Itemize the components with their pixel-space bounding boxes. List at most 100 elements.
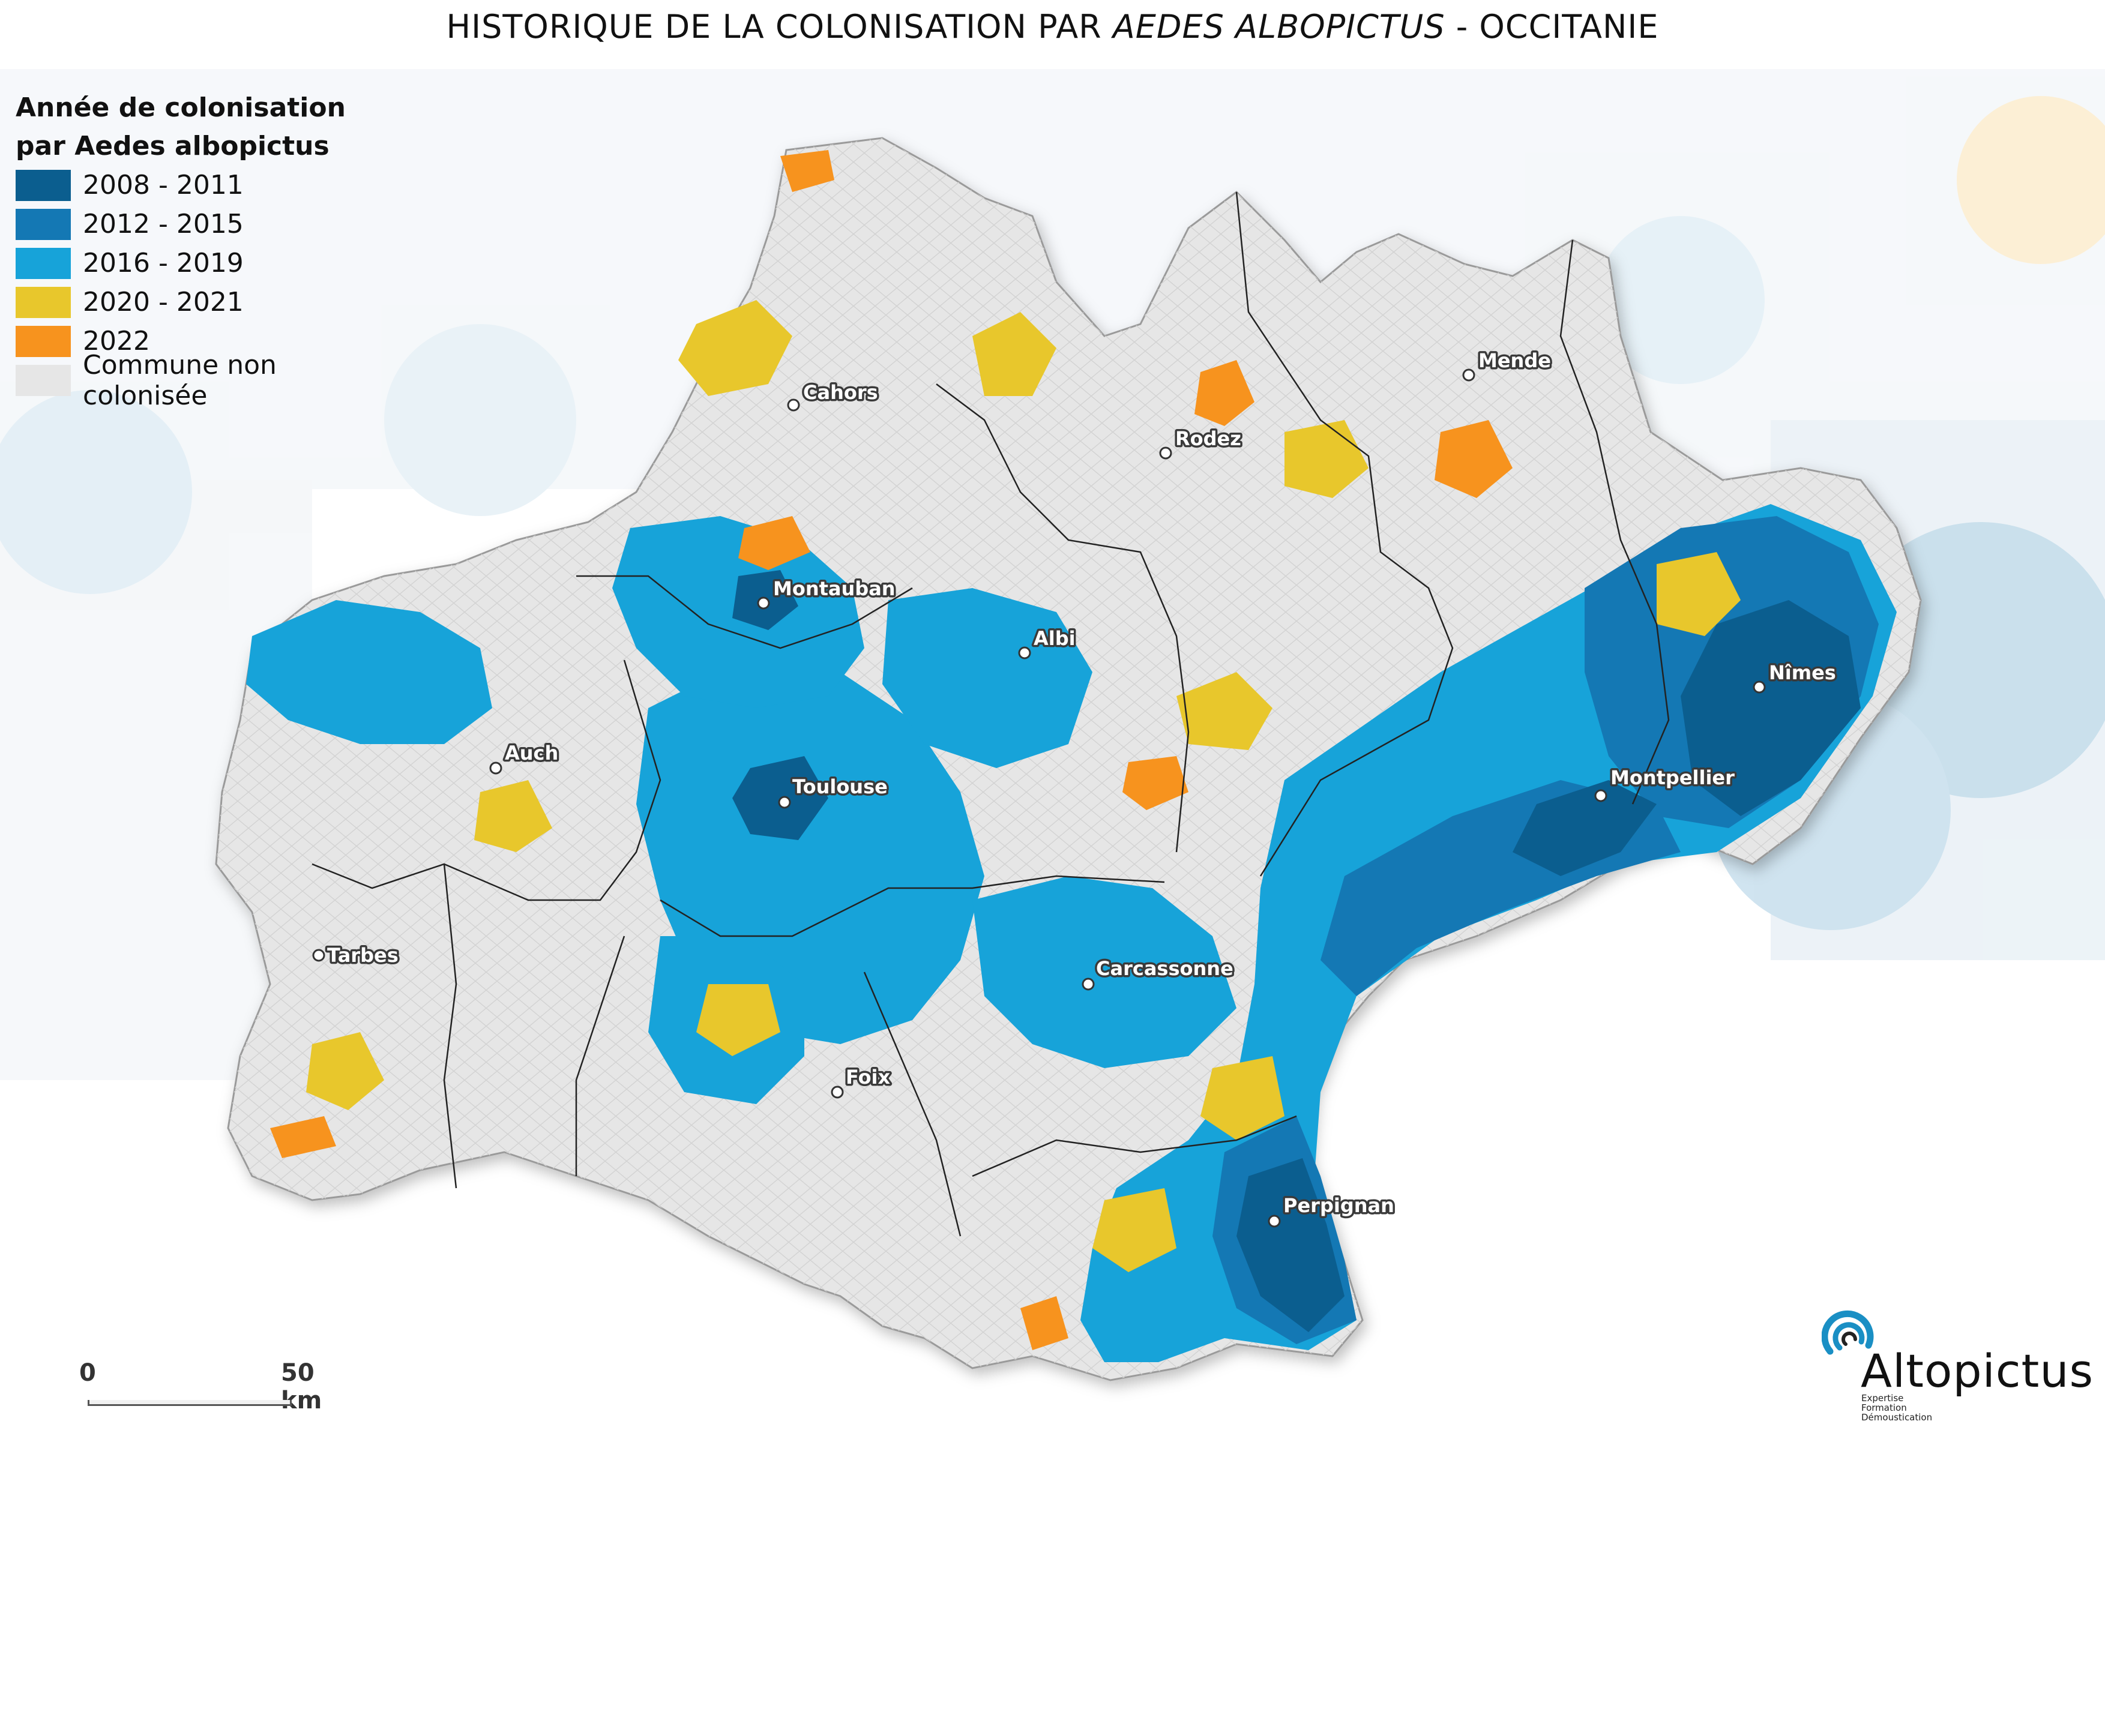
zone-2022 — [738, 516, 810, 570]
city-dot — [489, 761, 502, 775]
department-border — [576, 575, 913, 649]
city-label: Cahors — [803, 381, 878, 404]
legend-swatch — [16, 325, 71, 357]
legend-label: Commune non colonisée — [83, 349, 277, 411]
title-prefix: HISTORIQUE DE LA COLONISATION PAR — [446, 8, 1113, 46]
zone-2016-2019-carcassonne — [972, 876, 1236, 1068]
title-species: AEDES ALBOPICTUS — [1112, 8, 1445, 46]
city-dot — [831, 1086, 844, 1099]
city-rodez: Rodez — [1159, 425, 1243, 460]
city-label: Montauban — [773, 577, 896, 600]
city-dot — [1462, 368, 1475, 382]
altopictus-logo: Altopictus Expertise Formation Démoustic… — [1816, 1308, 2093, 1440]
city-label: Tarbes — [327, 944, 399, 967]
city-dot — [1082, 978, 1095, 991]
legend-label: 2016 - 2019 — [83, 248, 244, 278]
map-frame: Cahors Mende Rodez Montauban Albi Nîmes — [0, 69, 2105, 1413]
city-auch: Auch — [489, 740, 561, 775]
zone-2020-2021 — [474, 780, 552, 852]
legend-title: Année de colonisation par Aedes albopict… — [16, 92, 346, 161]
zone-2008-2011-montpellier — [1513, 780, 1657, 876]
logo-ring-core — [1841, 1332, 1857, 1346]
zone-2022 — [270, 1116, 336, 1158]
legend-label: 2008 - 2011 — [83, 170, 244, 200]
city-label: Auch — [505, 742, 558, 764]
department-border — [863, 972, 962, 1237]
department-border — [312, 659, 661, 901]
legend-swatch — [16, 169, 71, 201]
legend-item-2022: 2022 — [16, 322, 400, 361]
city-label: Mende — [1478, 349, 1551, 372]
zone-2016-2019-albi — [882, 588, 1092, 768]
legend-swatch — [16, 364, 71, 396]
department-border — [936, 383, 1190, 853]
city-label: Carcassonne — [1096, 957, 1233, 980]
zone-2008-2011-perpignan — [1236, 1158, 1345, 1332]
legend-swatch — [16, 247, 71, 279]
zone-2020-2021 — [1176, 672, 1272, 750]
title-suffix: - OCCITANIE — [1445, 8, 1659, 46]
city-label: Rodez — [1175, 427, 1241, 450]
city-label: Foix — [846, 1066, 891, 1089]
zone-2020-2021 — [972, 312, 1056, 396]
city-label: Albi — [1034, 627, 1076, 650]
city-dot — [1753, 680, 1766, 694]
logo-tagline-line: Expertise — [1861, 1393, 1904, 1404]
city-nimes: Nîmes — [1753, 659, 1838, 694]
neighbour-colonised-cluster — [0, 390, 192, 594]
zone-2020-2021 — [1200, 1056, 1284, 1140]
city-dot — [1018, 646, 1031, 659]
department-borders — [312, 191, 1670, 1237]
neighbour-colonised-cluster — [1957, 96, 2105, 264]
legend-item-2012-2015: 2012 - 2015 — [16, 205, 400, 244]
legend-item-2020-2021: 2020 - 2021 — [16, 283, 400, 322]
zone-2022 — [780, 150, 834, 192]
city-albi: Albi — [1018, 625, 1077, 659]
city-dot — [1159, 446, 1172, 460]
legend-item-2008-2011: 2008 - 2011 — [16, 166, 400, 205]
city-markers: Cahors Mende Rodez Montauban Albi Nîmes — [312, 347, 1838, 1228]
city-toulouse: Toulouse — [778, 773, 890, 809]
zone-2022 — [1435, 420, 1513, 498]
city-tarbes: Tarbes — [312, 942, 400, 969]
neighbour-colonised-cluster — [384, 324, 576, 516]
city-label: Toulouse — [792, 775, 888, 798]
department-border — [1559, 239, 1670, 805]
logo-tagline: Expertise Formation Démoustication — [1861, 1393, 1932, 1422]
map-title: HISTORIQUE DE LA COLONISATION PAR AEDES … — [0, 0, 2105, 66]
city-dot — [787, 398, 800, 412]
scale-min-label: 0 — [79, 1359, 96, 1387]
legend-label: 2022 — [83, 326, 150, 356]
legend-swatch — [16, 286, 71, 318]
neighbour-colonised-cluster — [1597, 216, 1765, 384]
scale-line — [88, 1400, 292, 1406]
city-montauban: Montauban — [757, 575, 897, 610]
city-dot — [1268, 1215, 1281, 1228]
scale-bar: 0 50 km — [77, 1359, 322, 1414]
legend: Année de colonisation par Aedes albopict… — [16, 89, 400, 411]
department-border — [1235, 191, 1454, 877]
department-border — [575, 936, 625, 1176]
zone-2020-2021 — [678, 300, 792, 396]
city-foix: Foix — [831, 1064, 893, 1099]
city-dot — [778, 796, 791, 809]
map-canvas: Cahors Mende Rodez Montauban Albi Nîmes — [0, 69, 2105, 1413]
logo-ring-outer — [1822, 1310, 1874, 1355]
department-border — [660, 875, 1165, 937]
department-border — [972, 1115, 1297, 1177]
logo-mark-icon — [1822, 1310, 1874, 1355]
zone-2022 — [1122, 756, 1188, 810]
logo-ring-inner — [1832, 1322, 1865, 1351]
colonisation-zones — [246, 150, 1897, 1362]
city-label: Perpignan — [1283, 1194, 1394, 1217]
zone-2008-2011-nimes — [1681, 600, 1861, 816]
legend-swatch — [16, 208, 71, 240]
city-dot — [757, 596, 770, 610]
logo-tagline-line: Démoustication — [1861, 1412, 1933, 1423]
city-montpellier: Montpellier — [1594, 764, 1737, 802]
zone-2020-2021 — [306, 1032, 384, 1110]
department-border — [443, 863, 457, 1189]
zone-2016-2019-west — [246, 600, 492, 744]
logo-tagline-line: Formation — [1861, 1402, 1907, 1413]
city-carcassonne: Carcassonne — [1082, 955, 1235, 991]
